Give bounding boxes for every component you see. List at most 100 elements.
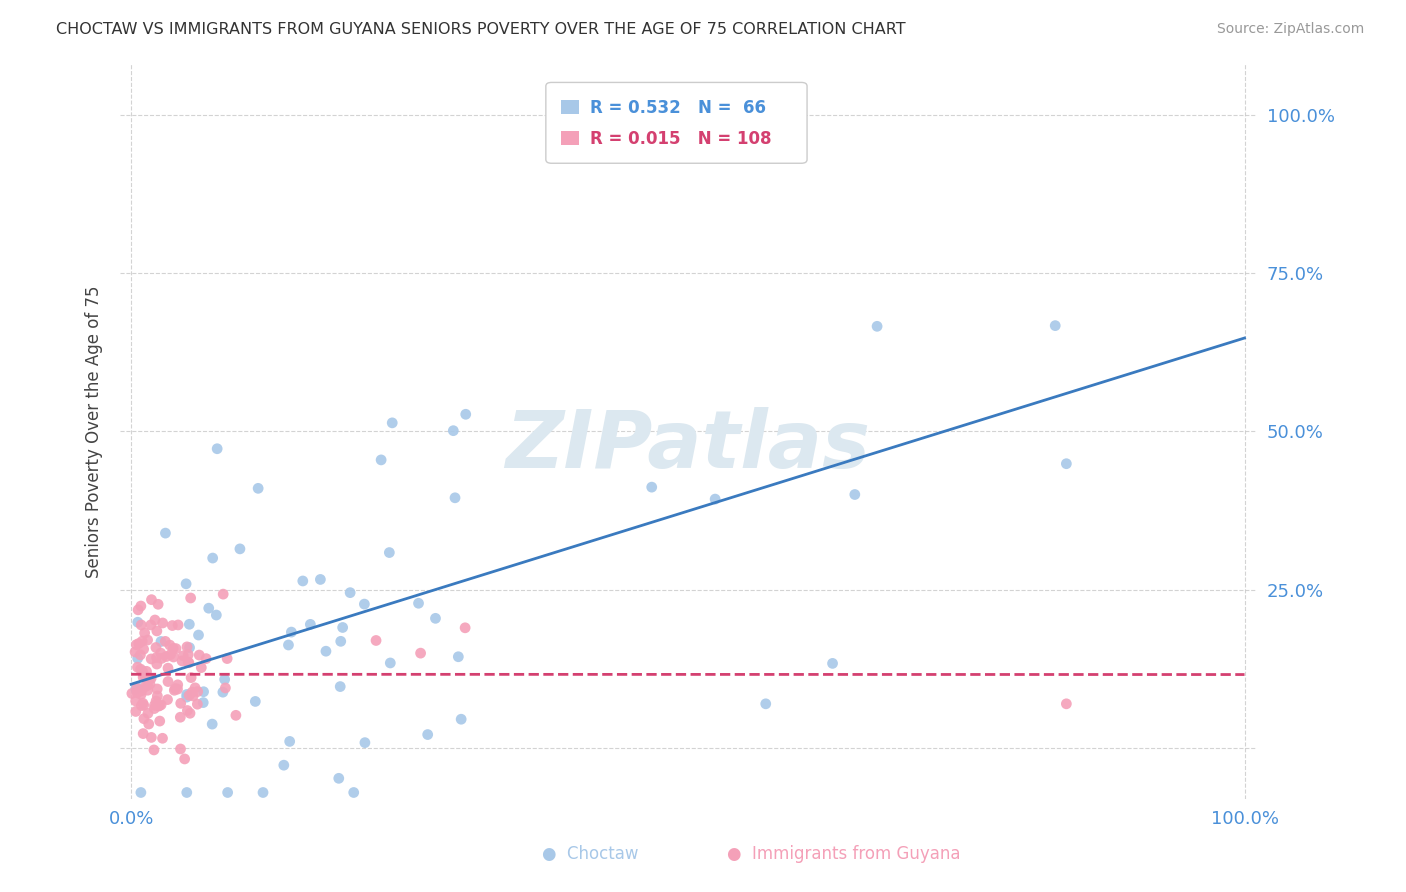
Point [193,684,215,698]
Point [1054,457,1077,471]
Point [291,574,314,588]
Point [179,706,201,721]
Point [181,689,204,703]
Point [163,683,186,698]
Point [132,712,155,726]
Text: R = 0.015   N = 108: R = 0.015 N = 108 [591,130,772,148]
Point [844,487,866,501]
Point [150,698,173,712]
Point [378,545,401,559]
Point [127,686,149,700]
Point [179,617,201,632]
Point [212,587,235,601]
Point [252,785,274,799]
Point [186,697,208,711]
Point [134,669,156,683]
Point [143,698,166,713]
Point [755,697,778,711]
Point [132,642,155,657]
Point [129,785,152,799]
Point [131,665,153,680]
Point [354,736,377,750]
Point [180,671,202,685]
Point [165,641,187,656]
Point [139,618,162,632]
Point [441,424,464,438]
Point [217,651,239,665]
Point [214,673,236,687]
Point [148,699,170,714]
Point [148,698,170,713]
Point [173,752,195,766]
Point [127,615,149,630]
Point [146,624,169,638]
Point [309,573,332,587]
Point [177,648,200,662]
Point [184,681,207,695]
Point [162,618,184,632]
Text: Source: ZipAtlas.com: Source: ZipAtlas.com [1216,22,1364,37]
Point [214,681,236,695]
Point [155,526,177,541]
Point [444,491,467,505]
Point [132,670,155,684]
Text: CHOCTAW VS IMMIGRANTS FROM GUYANA SENIORS POVERTY OVER THE AGE OF 75 CORRELATION: CHOCTAW VS IMMIGRANTS FROM GUYANA SENIOR… [56,22,905,37]
Point [328,772,350,786]
Text: ●  Immigrants from Guyana: ● Immigrants from Guyana [727,846,960,863]
Text: ZIPatlas: ZIPatlas [505,407,870,485]
Point [172,648,194,663]
Point [131,664,153,678]
Point [179,640,201,655]
Point [176,640,198,654]
Point [127,603,149,617]
Point [176,688,198,702]
Point [193,696,215,710]
Point [136,706,159,721]
Point [138,672,160,686]
Point [174,576,197,591]
Point [152,615,174,630]
Point [704,492,727,507]
Point [176,785,198,799]
Point [124,645,146,659]
Point [125,705,148,719]
Point [676,102,699,116]
Point [641,480,664,494]
Point [131,634,153,648]
Point [177,656,200,670]
Point [129,662,152,676]
Point [408,596,430,610]
Point [146,597,169,611]
Point [141,731,163,745]
Point [156,661,179,675]
Point [149,646,172,660]
Point [1045,318,1067,333]
FancyBboxPatch shape [561,131,579,145]
Point [381,416,404,430]
Y-axis label: Seniors Poverty Over the Age of 75: Seniors Poverty Over the Age of 75 [86,285,103,578]
Point [181,685,204,699]
Point [454,621,477,635]
Point [132,726,155,740]
Point [129,648,152,662]
Point [343,785,366,799]
Point [134,626,156,640]
Point [121,686,143,700]
Point [169,742,191,756]
Point [131,683,153,698]
Point [416,727,439,741]
Point [179,689,201,703]
Point [170,654,193,668]
Point [162,650,184,665]
Point [135,665,157,679]
Point [247,481,270,495]
Point [277,638,299,652]
Point [176,704,198,718]
Point [370,453,392,467]
Point [217,785,239,799]
Point [131,698,153,713]
Point [127,681,149,695]
Point [364,633,387,648]
Point [155,634,177,648]
Point [315,644,337,658]
